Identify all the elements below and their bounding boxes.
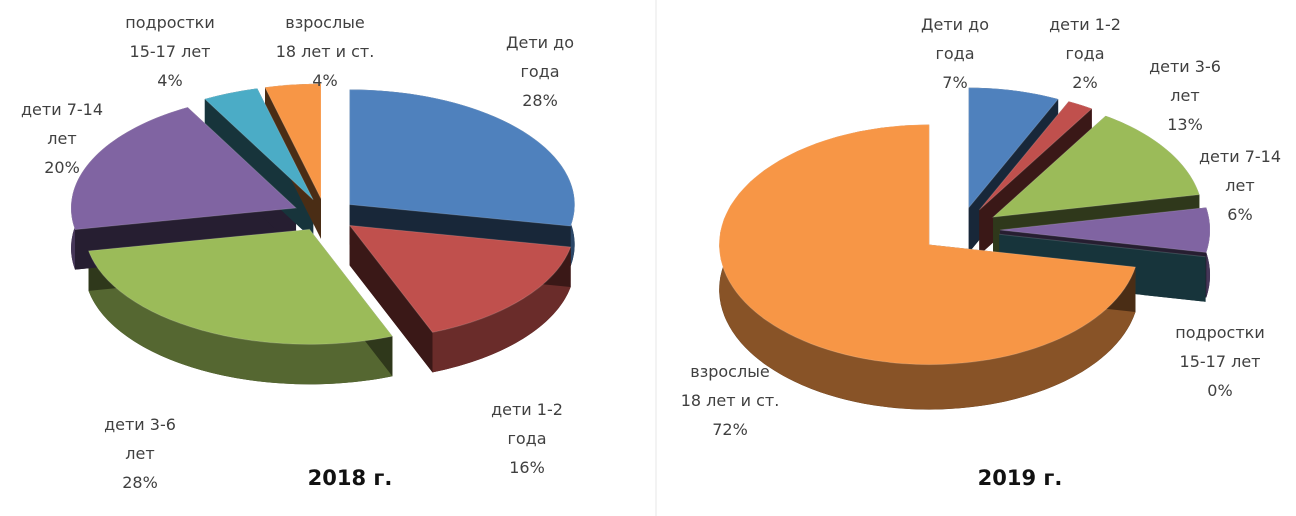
category-label: дети 7-14 лет [20,100,104,148]
value-label: 13% [1167,115,1203,134]
chart-title: 2019 г. [977,466,1063,490]
slice-label: дети 3-6 лет 28% [90,410,190,497]
slice [999,206,1211,254]
divider [655,0,657,516]
slice-label: подростки 15-17 лет 0% [1170,318,1270,405]
value-label: 20% [44,158,80,177]
category-label: подростки 15-17 лет [125,13,215,61]
slice [999,233,1206,258]
category-label: дети 7-14 лет [1198,147,1282,195]
value-label: 7% [942,73,968,92]
value-label: 16% [509,458,545,477]
slice-label: дети 7-14 лет 6% [1190,142,1290,229]
value-label: 0% [1207,381,1233,400]
category-label: взрослые 18 лет и ст. [680,362,780,410]
slice-side [88,250,393,385]
slice [968,87,1060,210]
slice [70,106,298,231]
category-label: дети 1-2 года [1049,15,1121,63]
slice-cut [349,225,433,373]
slice-label: подростки 15-17 лет 4% [120,8,220,95]
slice [87,228,394,345]
category-label: Дети до года [921,15,989,63]
slice-label: взрослые 18 лет и ст. 4% [275,8,375,95]
slice [349,89,576,227]
value-label: 4% [312,71,338,90]
slice-label: дети 3-6 лет 13% [1135,52,1235,139]
value-label: 28% [122,473,158,492]
category-label: подростки 15-17 лет [1175,323,1265,371]
category-label: Дети до года [506,33,574,81]
slice-side [432,246,571,373]
value-label: 6% [1227,205,1253,224]
slice [991,115,1201,218]
slice [978,100,1093,211]
chart-title: 2018 г. [307,466,393,490]
slice [348,224,572,333]
category-label: взрослые 18 лет и ст. [275,13,375,61]
category-label: дети 3-6 лет [104,415,176,463]
value-label: 2% [1072,73,1098,92]
category-label: дети 1-2 года [491,400,563,448]
slice-label: Дети до года 7% [905,10,1005,97]
category-label: дети 3-6 лет [1149,57,1221,105]
slice-label: дети 1-2 года 16% [477,395,577,482]
slice-label: дети 7-14 лет 20% [12,95,112,182]
slice [203,87,314,201]
slice-label: Дети до года 28% [490,28,590,115]
slice [264,83,322,199]
slice-label: взрослые 18 лет и ст. 72% [680,357,780,444]
slice [718,124,1137,366]
value-label: 4% [157,71,183,90]
value-label: 28% [522,91,558,110]
value-label: 72% [712,420,748,439]
slice-label: дети 1-2 года 2% [1035,10,1135,97]
